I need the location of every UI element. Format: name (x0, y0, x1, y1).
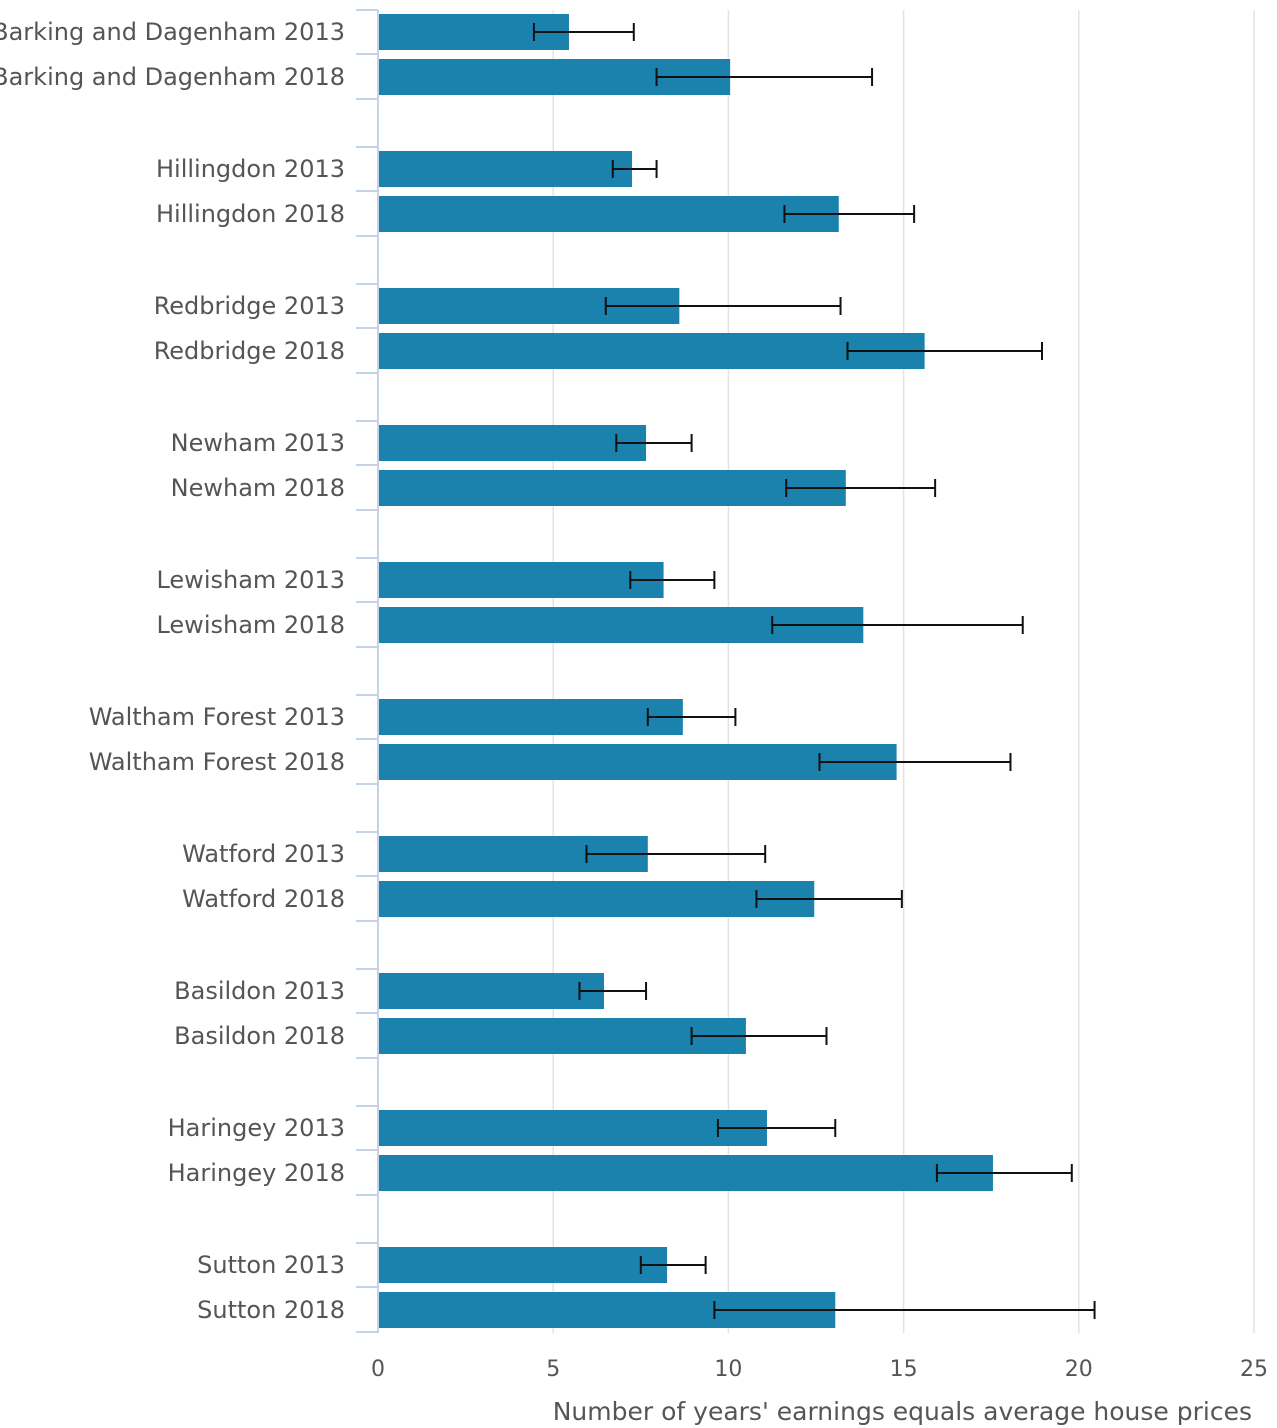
bar (378, 973, 605, 1009)
category-label: Redbridge 2013 (154, 292, 345, 320)
category-label: Basildon 2018 (174, 1022, 345, 1050)
bar (378, 1018, 746, 1054)
category-label: Sutton 2018 (197, 1296, 345, 1324)
bar (378, 196, 839, 232)
error-bar (604, 297, 842, 315)
category-label: Hillingdon 2018 (156, 200, 345, 228)
error-bar (935, 1164, 1073, 1182)
category-label: Watford 2018 (182, 885, 345, 913)
category-label: Redbridge 2018 (154, 337, 345, 365)
category-label: Haringey 2013 (168, 1114, 345, 1142)
category-label: Lewisham 2013 (156, 566, 345, 594)
error-bar (785, 479, 937, 497)
category-label: Haringey 2018 (168, 1159, 345, 1187)
x-tick-label: 5 (546, 1357, 560, 1382)
error-bar (646, 708, 737, 726)
error-bar (690, 1027, 828, 1045)
bar (378, 881, 815, 917)
category-label: Barking and Dagenham 2013 (0, 18, 345, 46)
y-axis (356, 9, 379, 1333)
error-bar (755, 890, 903, 908)
x-tick-label: 15 (890, 1357, 918, 1382)
category-labels: Barking and Dagenham 2013 Barking and Dag… (0, 18, 345, 1324)
category-label: Basildon 2013 (174, 977, 345, 1005)
error-bar (629, 571, 716, 589)
error-bar (611, 160, 658, 178)
category-label: Lewisham 2018 (156, 611, 345, 639)
x-tick-label: 0 (371, 1357, 385, 1382)
error-bar (783, 205, 916, 223)
bar (378, 470, 846, 506)
category-label: Waltham Forest 2013 (89, 703, 345, 731)
error-bar (713, 1301, 1096, 1319)
bar (378, 425, 647, 461)
error-bar (578, 982, 648, 1000)
error-bar (615, 434, 693, 452)
error-bar (639, 1256, 707, 1274)
x-axis-title: Number of years' earnings equals average… (553, 1397, 1252, 1426)
error-bar (818, 753, 1012, 771)
x-tick-label: 20 (1065, 1357, 1093, 1382)
error-bar (716, 1119, 837, 1137)
category-label: Newham 2018 (171, 474, 345, 502)
category-label: Barking and Dagenham 2018 (0, 63, 345, 91)
error-bars (532, 23, 1096, 1319)
x-tick-label: 25 (1240, 1357, 1268, 1382)
error-bar (585, 845, 767, 863)
category-label: Hillingdon 2013 (156, 155, 345, 183)
bar (378, 1247, 668, 1283)
category-label: Waltham Forest 2018 (89, 748, 345, 776)
bar (378, 1155, 993, 1191)
error-bar (846, 342, 1044, 360)
x-tick-label: 10 (714, 1357, 742, 1382)
error-bar (771, 616, 1024, 634)
x-tick-labels: 0 5 10 15 20 25 (371, 1357, 1268, 1382)
category-label: Watford 2013 (182, 840, 345, 868)
bar (378, 333, 925, 369)
bar (378, 1110, 767, 1146)
category-label: Newham 2013 (171, 429, 345, 457)
category-label: Sutton 2013 (197, 1251, 345, 1279)
bar (378, 562, 664, 598)
bar (378, 699, 683, 735)
bar (378, 744, 897, 780)
error-bar (532, 23, 635, 41)
bar (378, 151, 633, 187)
bars (378, 14, 993, 1328)
error-bar (655, 68, 874, 86)
